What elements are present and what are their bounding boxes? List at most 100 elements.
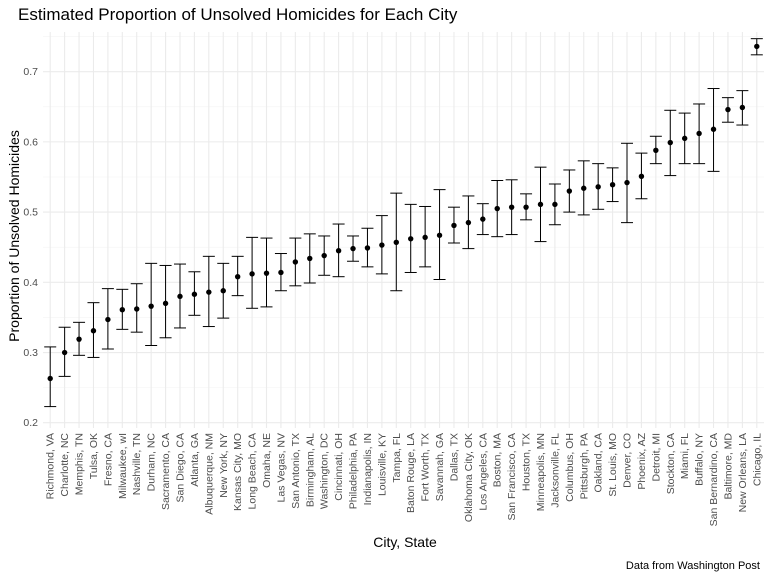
data-point xyxy=(364,245,371,251)
data-point xyxy=(710,126,717,132)
x-tick-label: Oklahoma City, OK xyxy=(463,433,475,522)
data-point xyxy=(725,106,731,113)
data-point xyxy=(754,43,760,50)
data-point xyxy=(263,270,270,276)
y-tick-label: 0.7 xyxy=(23,66,38,78)
data-point xyxy=(47,375,53,382)
data-point xyxy=(278,269,284,276)
data-point xyxy=(307,255,313,262)
x-tick-label: Nashville, TN xyxy=(131,433,143,495)
x-tick-label: Stockton, CA xyxy=(665,433,677,494)
data-point xyxy=(220,288,226,294)
data-point xyxy=(148,303,154,309)
data-point xyxy=(667,139,673,146)
x-tick-label: Indianapolis, IN xyxy=(362,433,374,505)
x-tick-label: Baton Rouge, LA xyxy=(405,433,417,513)
chart-caption: Data from Washington Post xyxy=(626,560,760,572)
x-tick-label: Albuquerque, NM xyxy=(203,433,215,515)
error-bars xyxy=(44,38,763,408)
data-point xyxy=(393,239,399,245)
data-point xyxy=(581,185,587,191)
x-tick-label: Pittsburgh, PA xyxy=(578,433,590,499)
x-tick-label: Oakland, CA xyxy=(593,433,605,493)
data-point xyxy=(76,336,82,342)
x-tick-label: Omaha, NE xyxy=(261,433,273,488)
data-point xyxy=(436,232,443,238)
x-tick-label: San Francisco, CA xyxy=(506,433,518,521)
points xyxy=(47,43,760,382)
x-tick-label: Miami, FL xyxy=(679,433,691,479)
chart-title: Estimated Proportion of Unsolved Homicid… xyxy=(18,5,458,24)
data-point xyxy=(595,184,601,190)
y-tick-label: 0.6 xyxy=(23,136,38,148)
data-point xyxy=(321,252,327,259)
data-point xyxy=(653,147,659,154)
data-point xyxy=(119,306,126,313)
data-point xyxy=(90,328,97,334)
x-tick-label: Phoenix, AZ xyxy=(636,432,648,489)
data-point xyxy=(422,234,428,241)
x-tick-label: Houston, TX xyxy=(521,433,533,491)
y-axis-tick-labels: 0.2 0.3 0.4 0.5 0.6 0.7 xyxy=(23,66,38,429)
x-tick-label: San Bernardino, CA xyxy=(708,433,720,526)
data-point xyxy=(206,289,212,295)
data-point xyxy=(234,273,241,280)
x-tick-label: Memphis, TN xyxy=(74,433,86,495)
x-tick-label: Atlanta, GA xyxy=(189,433,201,487)
x-tick-label: Dallas, TX xyxy=(448,433,460,481)
data-point xyxy=(624,179,630,186)
data-point xyxy=(177,293,183,300)
data-point xyxy=(523,204,529,210)
x-tick-label: Minneapolis, MN xyxy=(535,433,547,511)
y-tick-label: 0.4 xyxy=(23,277,38,289)
x-tick-label: Cincinnati, OH xyxy=(333,433,345,501)
x-tick-label: Tampa, FL xyxy=(391,433,403,483)
x-tick-label: New York, NY xyxy=(218,433,230,498)
x-tick-label: Fort Worth, TX xyxy=(420,433,432,501)
y-tick-label: 0.3 xyxy=(23,347,38,359)
data-point xyxy=(696,130,702,137)
x-axis-title: City, State xyxy=(373,534,437,550)
data-point xyxy=(566,188,573,194)
x-tick-label: Boston, MA xyxy=(492,433,504,487)
x-tick-label: St. Louis, MO xyxy=(607,433,619,497)
x-tick-label: Los Angeles, CA xyxy=(477,433,489,511)
x-tick-label: San Antonio, TX xyxy=(290,433,302,509)
data-point xyxy=(408,236,414,242)
data-point xyxy=(379,242,385,248)
x-tick-label: Charlotte, NC xyxy=(59,433,71,497)
data-point xyxy=(508,204,515,210)
x-tick-label: Detroit, MI xyxy=(650,433,662,481)
x-tick-label: Kansas City, MO xyxy=(232,433,244,511)
x-tick-label: San Diego, CA xyxy=(174,433,186,502)
x-tick-label: Richmond, VA xyxy=(45,433,57,499)
data-point xyxy=(739,104,746,111)
y-axis-title: Proportion of Unsolved Homicides xyxy=(6,130,22,342)
data-point xyxy=(191,291,198,297)
data-point xyxy=(105,316,111,323)
x-axis-tick-labels: Richmond, VA Charlotte, NC Memphis, TN Tuls… xyxy=(45,432,764,526)
data-point xyxy=(162,300,169,307)
data-point xyxy=(638,173,645,179)
data-point xyxy=(335,248,342,254)
x-tick-label: Philadelphia, PA xyxy=(348,433,360,509)
x-tick-label: Las Vegas, NV xyxy=(275,433,287,502)
x-tick-label: Fresno, CA xyxy=(102,433,114,486)
data-point xyxy=(681,135,688,142)
data-point xyxy=(249,271,255,277)
x-tick-label: Columbus, OH xyxy=(564,433,576,502)
x-tick-label: Durham, NC xyxy=(146,433,158,492)
data-point xyxy=(61,349,68,356)
x-tick-label: Buffalo, NY xyxy=(694,433,706,486)
x-tick-label: Washington, DC xyxy=(319,433,331,509)
data-point xyxy=(292,259,299,265)
data-point xyxy=(465,219,472,226)
data-point xyxy=(350,245,356,252)
y-tick-label: 0.5 xyxy=(23,207,38,219)
data-point xyxy=(609,182,616,188)
x-tick-label: Jacksonville, FL xyxy=(549,433,561,508)
x-tick-label: Baltimore, MD xyxy=(722,433,734,500)
x-tick-label: Louisville, KY xyxy=(376,433,388,496)
x-tick-label: Chicago, IL xyxy=(751,433,763,486)
